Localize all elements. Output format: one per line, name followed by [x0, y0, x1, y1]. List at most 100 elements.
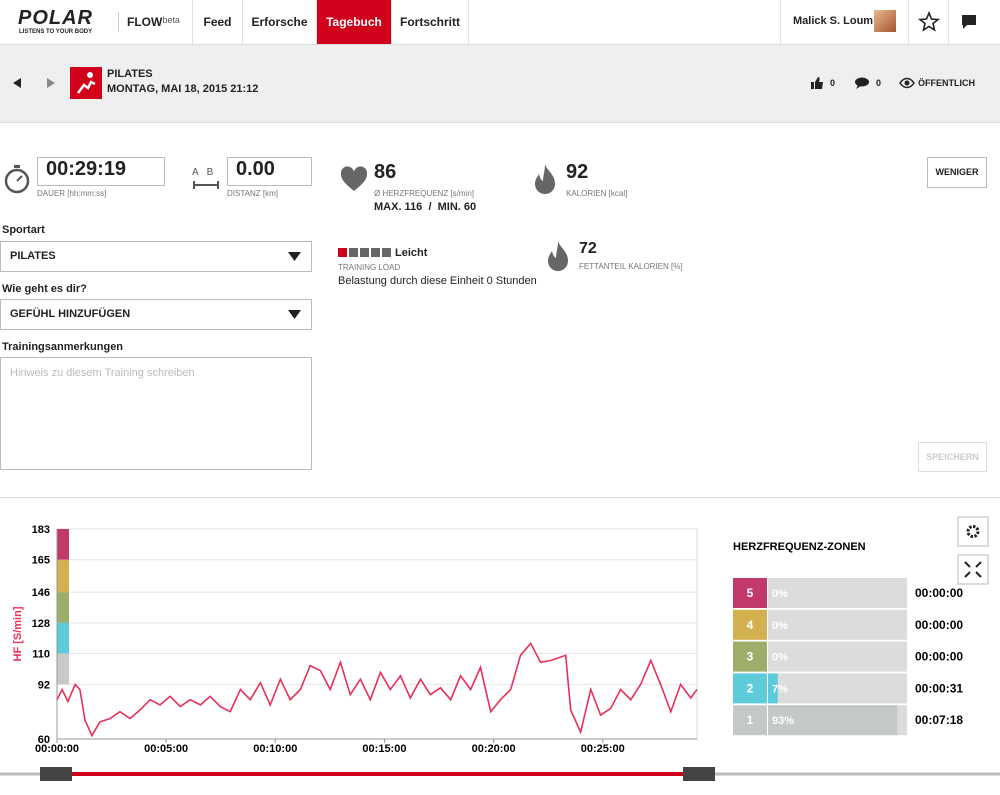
- session-date: MONTAG, MAI 18, 2015 21:12: [107, 83, 259, 95]
- distance-bar: [193, 181, 219, 189]
- notes-label: Trainingsanmerkungen: [2, 341, 124, 353]
- zone-bar-track: [768, 673, 907, 704]
- range-handle[interactable]: [683, 767, 715, 781]
- heart-rate-label: Ø HERZFREQUENZ [s/min]: [374, 189, 475, 198]
- x-tick-label: 00:05:00: [144, 743, 188, 755]
- visibility: ÖFFENTLICH: [918, 78, 975, 88]
- zone-number-box: [733, 705, 767, 736]
- zone-number: 3: [747, 650, 754, 664]
- zone-band: [57, 592, 69, 623]
- comment-icon[interactable]: [854, 76, 870, 90]
- heart-rate-min: MIN. 60: [437, 201, 477, 213]
- y-tick-label: 183: [32, 524, 50, 536]
- calories-value: 92: [566, 161, 589, 183]
- heart-rate-max: MAX. 116: [374, 201, 423, 213]
- feeling-select[interactable]: GEFÜHL HINZUFÜGEN: [0, 299, 312, 330]
- distance-value: 0.00: [236, 158, 275, 180]
- nav-item[interactable]: Tagebuch: [316, 0, 391, 44]
- zone-duration: 00:00:00: [915, 618, 963, 632]
- fullscreen-icon: [964, 561, 982, 578]
- zone-number-box: [733, 609, 767, 640]
- logo[interactable]: POLAR: [18, 7, 93, 29]
- y-tick-label: 128: [32, 618, 50, 630]
- duration-box: 00:29:19: [37, 157, 165, 186]
- feeling-label: Wie geht es dir?: [2, 283, 87, 295]
- zone-number-box: [733, 578, 767, 608]
- zone-number-box: [733, 641, 767, 672]
- top-bar: POLAR LISTENS TO YOUR BODY FLOWbeta Feed…: [0, 0, 1000, 45]
- message-icon: [962, 15, 976, 29]
- distance-box: 0.00: [227, 157, 312, 186]
- duration-value: 00:29:19: [46, 158, 127, 180]
- save-button[interactable]: SPEICHERN: [918, 442, 987, 472]
- zone-number: 2: [747, 681, 754, 695]
- user-name: Malick S. Loum: [793, 15, 874, 27]
- zones-title: HERZFREQUENZ-ZONEN: [733, 541, 866, 553]
- product-tag: beta: [162, 15, 180, 25]
- nav-item[interactable]: Feed: [192, 0, 242, 44]
- sport-select[interactable]: PILATES: [0, 241, 312, 272]
- visibility-icon[interactable]: [899, 76, 915, 90]
- zone-bar-track: [768, 641, 907, 672]
- zone-bar-track: [768, 578, 907, 608]
- load-step: [382, 248, 391, 257]
- y-tick-label: 165: [32, 555, 50, 567]
- x-tick-label: 00:15:00: [362, 743, 406, 755]
- zone-percent: 0%: [772, 652, 788, 664]
- zone-bar: [768, 705, 898, 736]
- user-menu[interactable]: Malick S. Loum: [780, 0, 909, 44]
- training-load-label: TRAINING LOAD: [338, 263, 401, 272]
- x-tick-label: 00:25:00: [581, 743, 625, 755]
- fat-label: FETTANTEIL KALORIEN [%]: [579, 262, 683, 271]
- fullscreen-button[interactable]: [957, 554, 989, 585]
- tagline: LISTENS TO YOUR BODY: [19, 29, 93, 35]
- settings-button[interactable]: [957, 516, 989, 547]
- load-step: [371, 248, 380, 257]
- zone-number: 5: [747, 586, 754, 600]
- zone-bar-track: [768, 609, 907, 640]
- stopwatch-icon: [4, 165, 30, 194]
- x-tick-label: 00:20:00: [472, 743, 516, 755]
- zone-duration: 00:00:00: [915, 650, 963, 664]
- fat-value: 72: [579, 240, 597, 257]
- notes-input[interactable]: Hinweis zu diesem Training schreiben: [0, 357, 312, 470]
- separator-line: [0, 497, 1000, 498]
- heart-rate-range: MAX. 116 / MIN. 60: [374, 201, 476, 213]
- product-name: FLOW: [127, 15, 163, 29]
- flame-icon: [535, 164, 555, 194]
- distance-icon-b: B: [206, 167, 214, 178]
- nav-item[interactable]: Erforsche: [242, 0, 316, 44]
- y-tick-label: 110: [32, 649, 50, 661]
- star-button[interactable]: [908, 0, 949, 44]
- like-icon[interactable]: [810, 76, 824, 90]
- next-arrow[interactable]: [44, 76, 58, 90]
- range-handle[interactable]: [40, 767, 72, 781]
- zone-percent: 0%: [772, 588, 788, 600]
- distance-label: DISTANZ [km]: [227, 189, 278, 198]
- avatar: [874, 10, 896, 32]
- load-step: [338, 248, 347, 257]
- sport-name: PILATES: [107, 68, 153, 80]
- prev-arrow[interactable]: [10, 76, 24, 90]
- plot-frame: [56, 528, 698, 740]
- toggle-button[interactable]: WENIGER: [927, 157, 987, 188]
- nav-item[interactable]: Fortschritt: [391, 0, 469, 44]
- y-axis-label: HF [S/min]: [12, 606, 24, 661]
- fat-flame-icon: [548, 241, 568, 271]
- x-tick-label: 00:10:00: [253, 743, 297, 755]
- x-tick-label: 00:00:00: [35, 743, 79, 755]
- messages-button[interactable]: [948, 0, 989, 44]
- distance-icon-a: A: [192, 167, 199, 178]
- divider: [118, 12, 119, 32]
- zone-band: [57, 559, 69, 593]
- feeling-select-value: GEFÜHL HINZUFÜGEN: [10, 308, 131, 320]
- zone-duration: 00:07:18: [915, 713, 963, 727]
- load-step: [349, 248, 358, 257]
- heart-rate-line: [56, 641, 698, 738]
- duration-label: DAUER [hh:mm:ss]: [37, 189, 107, 198]
- training-load-note: Belastung durch diese Einheit 0 Stunden: [338, 275, 537, 287]
- zone-number-box: [733, 673, 767, 704]
- y-tick-label: 60: [38, 734, 50, 746]
- load-step: [360, 248, 369, 257]
- heart-rate-value: 86: [374, 161, 397, 183]
